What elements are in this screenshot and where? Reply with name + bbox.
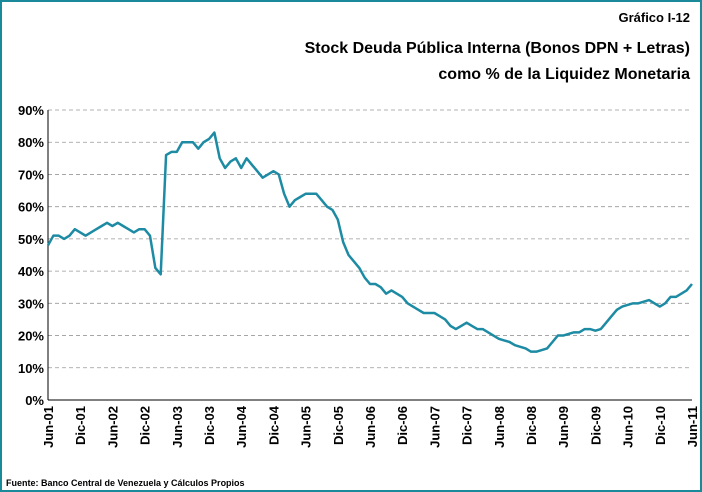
x-tick-label: Dic-07 bbox=[460, 406, 475, 445]
x-tick-label: Jun-01 bbox=[41, 406, 56, 448]
y-tick-label: 10% bbox=[18, 361, 44, 376]
y-tick-label: 50% bbox=[18, 232, 44, 247]
y-tick-label: 60% bbox=[18, 200, 44, 215]
x-tick-label: Jun-07 bbox=[427, 406, 442, 448]
chart-subtitle: como % de la Liquidez Monetaria bbox=[438, 66, 690, 83]
x-tick-label: Jun-06 bbox=[363, 406, 378, 448]
y-tick-label: 80% bbox=[18, 135, 44, 150]
source: Fuente: Banco Central de Venezuela y Cál… bbox=[6, 478, 245, 488]
x-tick-label: Dic-05 bbox=[331, 406, 346, 445]
x-tick-label: Jun-08 bbox=[492, 406, 507, 448]
x-tick-label: Jun-02 bbox=[105, 406, 120, 448]
x-tick-label: Dic-10 bbox=[653, 406, 668, 445]
x-tick-label: Dic-08 bbox=[524, 406, 539, 445]
chart-label: Gráfico I-12 bbox=[618, 10, 690, 25]
x-tick-label: Jun-09 bbox=[556, 406, 571, 448]
x-tick-label: Jun-04 bbox=[234, 405, 249, 448]
x-tick-label: Jun-10 bbox=[621, 406, 636, 448]
y-tick-label: 70% bbox=[18, 167, 44, 182]
y-tick-label: 20% bbox=[18, 329, 44, 344]
data-line bbox=[46, 131, 693, 353]
y-tick-label: 90% bbox=[18, 103, 44, 118]
x-tick-label: Jun-11 bbox=[685, 406, 700, 447]
y-tick-label: 0% bbox=[25, 393, 44, 408]
x-tick-label: Jun-05 bbox=[299, 406, 314, 448]
x-tick-label: Dic-02 bbox=[138, 406, 153, 445]
x-tick-label: Jun-03 bbox=[170, 406, 185, 448]
y-tick-label: 40% bbox=[18, 264, 44, 279]
y-tick-label: 30% bbox=[18, 296, 44, 311]
x-tick-label: Dic-01 bbox=[73, 406, 88, 445]
x-tick-label: Dic-06 bbox=[395, 406, 410, 445]
x-tick-label: Dic-09 bbox=[588, 406, 603, 445]
chart-title: Stock Deuda Pública Interna (Bonos DPN +… bbox=[305, 40, 690, 57]
x-tick-label: Dic-03 bbox=[202, 406, 217, 445]
x-tick-label: Dic-04 bbox=[266, 405, 281, 445]
